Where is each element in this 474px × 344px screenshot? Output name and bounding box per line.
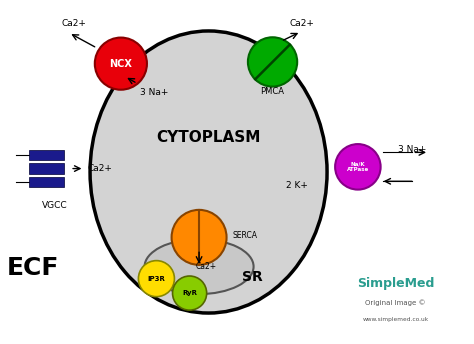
Text: SimpleMed: SimpleMed bbox=[357, 277, 435, 290]
Text: RyR: RyR bbox=[182, 290, 197, 296]
Text: PMCA: PMCA bbox=[261, 87, 284, 96]
Ellipse shape bbox=[335, 144, 381, 190]
Text: 2 K+: 2 K+ bbox=[286, 181, 308, 190]
Ellipse shape bbox=[172, 210, 227, 265]
Text: 3 Na+: 3 Na+ bbox=[140, 88, 168, 97]
Text: Na/K
ATPase: Na/K ATPase bbox=[347, 161, 369, 172]
Text: Original Image ©: Original Image © bbox=[365, 299, 426, 306]
Text: 3 Na+: 3 Na+ bbox=[398, 145, 427, 154]
Text: NCX: NCX bbox=[109, 58, 132, 69]
Text: Ca2+: Ca2+ bbox=[62, 19, 86, 28]
FancyBboxPatch shape bbox=[29, 163, 64, 174]
Ellipse shape bbox=[95, 37, 147, 90]
Text: Ca2+: Ca2+ bbox=[88, 164, 112, 173]
Text: www.simplemed.co.uk: www.simplemed.co.uk bbox=[363, 317, 429, 322]
Ellipse shape bbox=[248, 37, 297, 87]
FancyBboxPatch shape bbox=[29, 150, 64, 160]
Text: SERCA: SERCA bbox=[232, 231, 257, 240]
Text: CYTOPLASM: CYTOPLASM bbox=[156, 130, 261, 145]
Ellipse shape bbox=[90, 31, 327, 313]
Ellipse shape bbox=[145, 239, 254, 294]
Text: VGCC: VGCC bbox=[42, 201, 67, 210]
Ellipse shape bbox=[138, 261, 174, 297]
Text: IP3R: IP3R bbox=[147, 276, 165, 282]
FancyBboxPatch shape bbox=[29, 177, 64, 187]
Text: Ca2+: Ca2+ bbox=[289, 19, 314, 28]
Text: Ca2+: Ca2+ bbox=[196, 262, 217, 271]
Ellipse shape bbox=[173, 276, 207, 310]
Text: ECF: ECF bbox=[7, 256, 59, 280]
Text: SR: SR bbox=[242, 270, 263, 284]
